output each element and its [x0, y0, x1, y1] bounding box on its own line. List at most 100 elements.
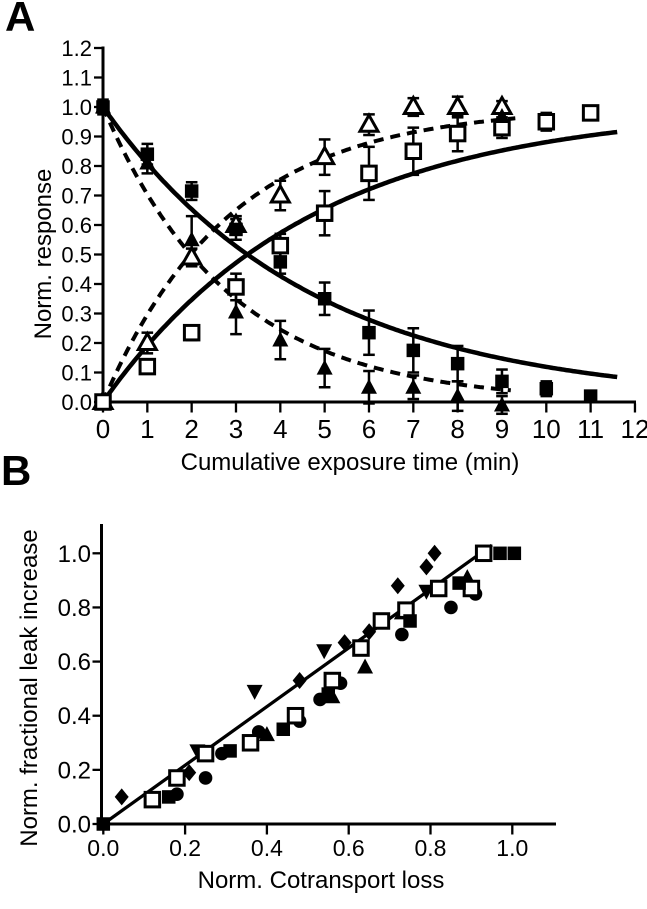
marker-triangle-up-open	[268, 182, 292, 204]
x-tick-label: 0.0	[87, 835, 119, 861]
panel-b-letter: B	[1, 447, 32, 494]
series-rise-open-squares	[94, 104, 600, 411]
marker-triangle-up-filled	[493, 396, 510, 412]
marker-square-open	[462, 579, 481, 598]
marker-triangle-up-filled	[272, 331, 289, 347]
x-tick-label: 0.2	[169, 835, 201, 861]
marker-triangle-up-filled	[183, 231, 200, 247]
marker-triangle-up-filled	[227, 303, 244, 319]
y-tick-label: 0.3	[61, 302, 92, 327]
marker-square-filled	[317, 292, 332, 306]
x-tick-label: 0.8	[415, 835, 447, 861]
series-filled-diamonds	[114, 544, 442, 806]
marker-square-open	[360, 164, 378, 183]
marker-square-open	[196, 744, 215, 763]
marker-square-filled	[495, 374, 509, 389]
y-tick-label: 0.2	[61, 331, 92, 356]
y-tick-label: 0.2	[58, 757, 91, 784]
panel-a-letter: A	[5, 0, 36, 40]
marker-square-open	[94, 393, 112, 411]
marker-square-open	[138, 357, 157, 376]
y-tick-label: 0.8	[61, 154, 92, 179]
marker-diamond-filled	[419, 558, 434, 576]
marker-triangle-up-open	[357, 112, 381, 133]
x-tick-label: 1	[140, 414, 154, 444]
marker-triangle-up-open	[401, 94, 425, 115]
marker-square-filled	[223, 744, 237, 758]
marker-square-open	[182, 323, 201, 342]
marker-triangle-up-filled	[357, 658, 374, 674]
x-tick-label: 0.6	[333, 835, 365, 861]
y-tick-label: 0.4	[61, 272, 92, 297]
marker-diamond-filled	[292, 672, 307, 690]
x-tick-label: 9	[495, 414, 509, 444]
marker-square-open	[143, 790, 162, 809]
fit-curve-dashed-exponential-decay	[101, 106, 511, 393]
marker-square-filled	[362, 325, 376, 340]
marker-circle-filled	[395, 627, 409, 642]
y-tick-label: 0.6	[61, 213, 92, 238]
marker-square-filled	[403, 614, 417, 628]
y-tick-label: 1.1	[61, 66, 92, 91]
marker-square-filled	[184, 184, 199, 198]
marker-diamond-filled	[390, 577, 405, 595]
marker-square-filled	[161, 790, 176, 804]
marker-triangle-down-filled	[316, 644, 333, 660]
marker-triangle-up-filled	[258, 726, 275, 742]
series-rise-open-triangles	[91, 94, 514, 410]
fit-curve-solid-exponential-decay	[101, 105, 618, 380]
y-tick-label: 0.7	[61, 184, 92, 209]
marker-square-filled	[583, 389, 598, 403]
marker-square-open	[168, 769, 186, 787]
marker-square-filled	[273, 255, 288, 269]
series-open-squares	[143, 544, 493, 809]
marker-triangle-down-filled	[246, 684, 263, 700]
marker-triangle-up-filled	[493, 107, 510, 123]
x-tick-label: 4	[273, 414, 287, 444]
y-tick-label: 0.6	[58, 649, 91, 676]
marker-square-filled	[452, 576, 466, 590]
marker-triangle-up-open	[313, 144, 337, 166]
marker-square-filled	[507, 546, 522, 561]
marker-triangle-up-filled	[449, 387, 466, 403]
marker-square-filled	[229, 222, 243, 237]
x-tick-label: 0.4	[251, 835, 283, 861]
panel-b-axes: 0.0 0.2 0.4 0.6 0.8 1.0 0.0 0.2 0.4 0.6 0.8 1.0	[58, 524, 556, 861]
marker-square-filled	[96, 817, 111, 831]
marker-square-filled	[321, 687, 335, 701]
y-tick-label: 0.8	[58, 595, 91, 622]
series-filled-squares	[96, 546, 522, 831]
marker-square-filled	[406, 343, 421, 358]
marker-triangle-up-filled	[316, 359, 333, 375]
marker-square-open	[286, 706, 305, 725]
marker-diamond-filled	[337, 634, 352, 652]
marker-square-filled	[140, 147, 155, 161]
y-tick-label: 0.9	[61, 125, 92, 150]
marker-square-open	[315, 204, 334, 222]
panel-a-xlabel: Cumulative exposure time (min)	[180, 449, 520, 476]
x-tick-label: 1.0	[496, 835, 528, 861]
marker-triangle-up-filled	[405, 378, 422, 394]
panel-a: 0.0 0.1 0.2 0.3 0.4 0.5 0.6 0.7 0.8 0.9 1.0 1.1 1.2 0…	[61, 36, 647, 444]
marker-square-open	[271, 236, 290, 255]
marker-diamond-filled	[182, 764, 197, 782]
x-tick-label: 11	[577, 414, 604, 444]
x-tick-label: 12	[620, 414, 647, 444]
y-tick-label: 1.2	[61, 36, 92, 61]
marker-diamond-filled	[114, 788, 129, 806]
marker-circle-filled	[444, 600, 458, 615]
marker-square-open	[581, 104, 600, 122]
marker-square-filled	[96, 100, 110, 114]
y-tick-label: 0.5	[61, 243, 92, 268]
y-tick-label: 0.1	[61, 361, 92, 386]
y-tick-label: 0.0	[61, 390, 92, 415]
marker-triangle-up-open	[446, 94, 470, 115]
marker-square-filled	[450, 356, 465, 371]
marker-square-open	[537, 113, 556, 131]
marker-square-filled	[493, 546, 507, 561]
panel-b-xlabel: Norm. Cotransport loss	[197, 867, 445, 894]
y-tick-label: 0.4	[58, 703, 91, 730]
marker-square-open	[372, 612, 391, 630]
